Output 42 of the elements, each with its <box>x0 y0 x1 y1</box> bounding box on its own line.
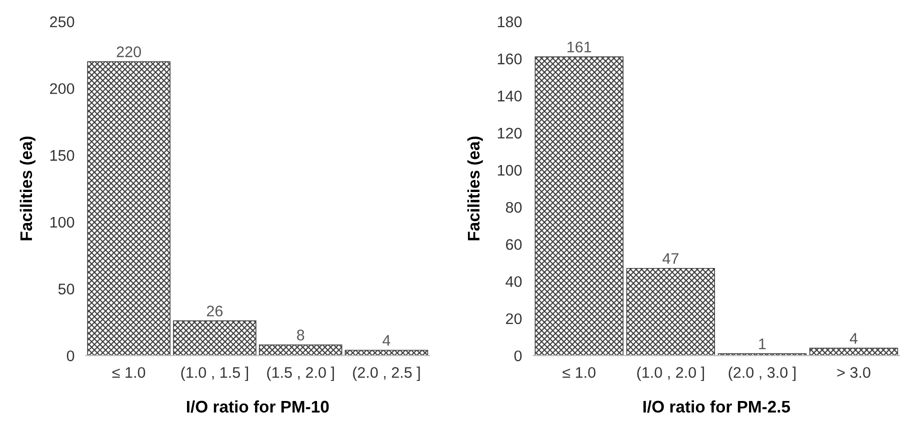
data-label: 161 <box>568 42 592 52</box>
y-tick-label: 100 <box>50 216 74 228</box>
y-tick-label: 250 <box>50 16 74 28</box>
y-tick-label: 200 <box>50 83 74 94</box>
y-tick-label: 60 <box>506 239 522 250</box>
y-tick-label: 150 <box>50 150 74 161</box>
y-tick-label: 20 <box>506 313 522 324</box>
y-tick-label: 40 <box>506 276 522 288</box>
x-tick-label: ≤ 1.0 <box>112 367 146 378</box>
bar <box>626 268 716 356</box>
y-tick-label: 120 <box>498 128 522 139</box>
bar <box>173 320 256 356</box>
y-tick-label: 80 <box>506 202 522 213</box>
x-axis-title: I/O ratio for PM-10 <box>186 400 329 413</box>
bar <box>258 344 342 356</box>
y-tick-label: 160 <box>498 54 522 64</box>
y-axis-title: Facilities (ea) <box>467 136 483 240</box>
x-tick-label: (1.0 , 1.5 ] <box>181 366 248 381</box>
data-label: 220 <box>116 46 141 58</box>
y-tick-label: 0 <box>66 350 74 362</box>
data-label: 1 <box>759 338 766 350</box>
data-label: 4 <box>850 333 858 344</box>
x-tick-label: (1.5 , 2.0 ] <box>267 366 334 381</box>
x-tick-label: (2.0 , 2.5 ] <box>353 366 420 381</box>
y-tick-label: 180 <box>498 16 522 28</box>
data-label: 4 <box>382 335 390 346</box>
y-tick-label: 0 <box>514 350 522 362</box>
x-axis-title: I/O ratio for PM-2.5 <box>643 400 790 413</box>
x-tick-label: > 3.0 <box>837 367 870 378</box>
y-tick-label: 100 <box>498 164 522 176</box>
data-label: 26 <box>206 306 223 316</box>
y-tick-label: 50 <box>58 284 74 294</box>
bar <box>87 61 170 356</box>
bar <box>534 56 624 356</box>
y-tick-label: 140 <box>498 90 522 102</box>
y-axis-title: Facilities (ea) <box>20 136 36 240</box>
x-tick-label: ≤ 1.0 <box>562 367 596 378</box>
bar <box>809 348 898 356</box>
data-label: 47 <box>662 253 678 264</box>
data-label: 8 <box>296 330 304 340</box>
x-tick-label: (1.0 , 2.0 ] <box>637 366 704 381</box>
x-tick-label: (2.0 , 3.0 ] <box>728 366 796 381</box>
